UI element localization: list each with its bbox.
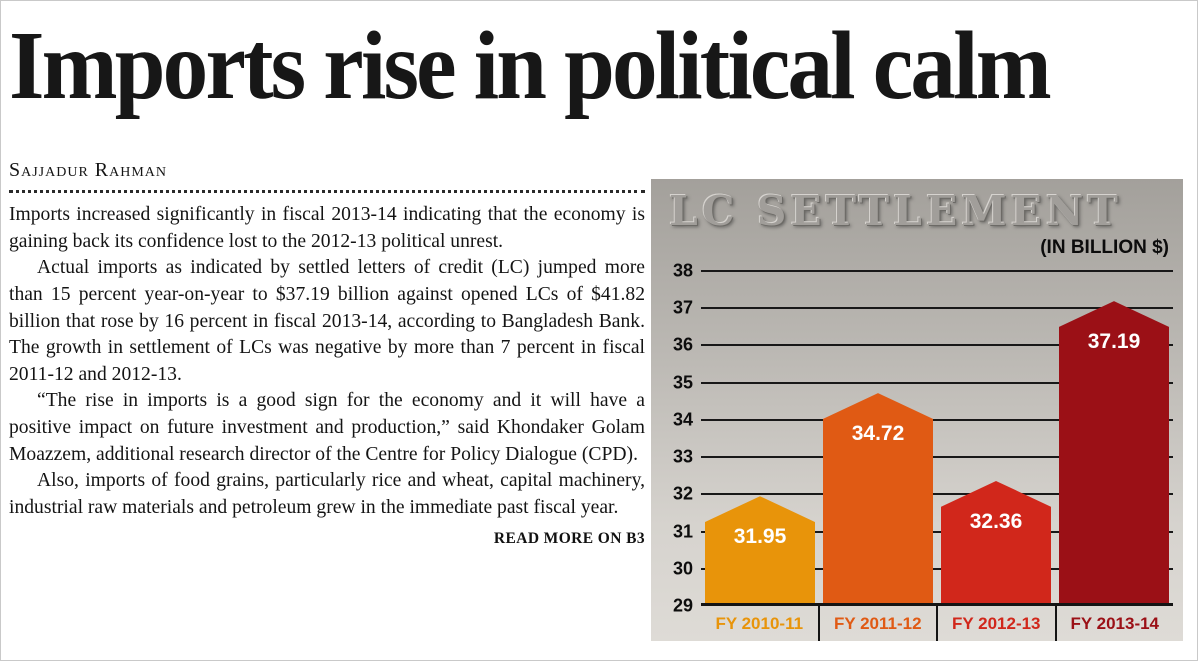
article-body: Imports increased significantly in fisca… [9,202,645,522]
bars-container: 31.95 34.72 32.36 37.19 [701,271,1173,606]
grid-line [701,307,1173,310]
grid-line [701,567,1173,570]
bar-value-label: 31.95 [733,525,787,549]
chart-subtitle: (IN BILLION $) [1040,237,1169,258]
bar: 32.36 [940,480,1052,606]
article-byline: Sajjadur Rahman [9,159,168,181]
chart-title: LC SETTLEMENT [669,187,1122,235]
bar-column: 37.19 [1058,271,1170,606]
grid-line [701,456,1173,459]
grid-line [701,418,1173,421]
bar-column: 34.72 [822,271,934,606]
grid-line [701,270,1173,272]
y-tick-label: 31 [672,521,693,542]
y-tick-label: 33 [672,446,693,467]
grid-line [701,493,1173,496]
article-column: Sajjadur Rahman Imports increased signif… [9,159,645,548]
bar-value-label: 34.72 [851,422,905,446]
grid-line [701,381,1173,384]
article-headline: Imports rise in political calm [9,12,1052,119]
y-tick-label: 36 [672,334,693,355]
y-tick-label: 30 [672,558,693,579]
article-paragraph: Imports increased significantly in fisca… [9,204,645,252]
y-tick-label: 34 [672,409,693,430]
grid-line [701,530,1173,533]
y-tick-label: 35 [672,372,693,393]
read-more-note: READ MORE ON B3 [493,529,645,547]
x-axis-label: FY 2011-12 [817,606,937,641]
y-tick-label: 32 [672,483,693,504]
lc-settlement-chart: LC SETTLEMENT (IN BILLION $) 38 37 36 35 34 3… [651,179,1183,641]
bar-value-label: 32.36 [969,509,1023,533]
x-axis-label: FY 2010-11 [715,613,804,633]
x-axis-strip: FY 2010-11 FY 2011-12 FY 2012-13 FY 2013-14 [701,603,1173,641]
y-tick-label: 37 [672,297,693,318]
y-tick-label: 29 [672,595,693,616]
y-tick-label: 38 [672,260,693,281]
bar-column: 31.95 [704,271,816,606]
article-paragraph: Actual imports as indicated by settled l… [9,257,645,385]
dotted-divider [9,190,645,193]
y-axis-labels: 38 37 36 35 34 33 32 31 30 29 [655,261,697,616]
plot-area: 31.95 34.72 32.36 37.19 [701,270,1173,606]
x-axis-label: FY 2013-14 [1054,606,1174,641]
bar-column: 32.36 [940,271,1052,606]
x-axis-label: FY 2012-13 [936,606,1055,641]
bar: 31.95 [704,496,816,606]
grid-line [701,344,1173,347]
article-paragraph: “The rise in imports is a good sign for … [9,390,645,465]
bar: 37.19 [1058,301,1170,606]
bar: 34.72 [822,393,934,606]
bar-value-label: 37.19 [1087,330,1141,354]
article-paragraph: Also, imports of food grains, particular… [9,470,645,519]
